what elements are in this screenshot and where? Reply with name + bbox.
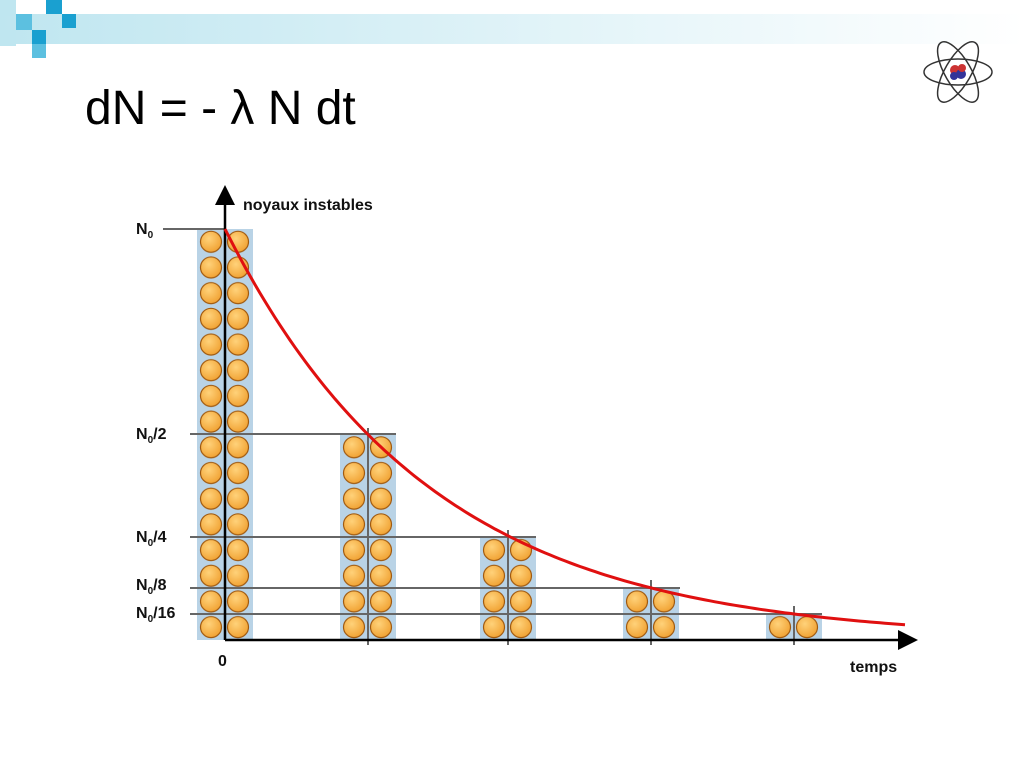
slide-title: dN = - λ N dt — [85, 82, 356, 135]
level-label-subscript: 0 — [148, 586, 154, 597]
level-label-subscript: 0 — [148, 230, 154, 241]
level-label: N0/8 — [136, 577, 167, 597]
level-label-symbol: N — [136, 221, 148, 238]
level-label-symbol: N — [136, 605, 148, 622]
level-label: N0/4 — [136, 529, 167, 549]
guide-lines — [163, 228, 822, 645]
y-axis-label: noyaux instables — [243, 197, 373, 214]
level-label-subscript: 0 — [148, 538, 154, 549]
x-axis-label: temps — [850, 659, 897, 676]
level-label-subscript: 0 — [148, 614, 154, 625]
level-label: N0/16 — [136, 605, 175, 625]
level-label-symbol: N — [136, 426, 148, 443]
level-label: N0/2 — [136, 426, 167, 446]
level-label-symbol: N — [136, 577, 148, 594]
origin-label: 0 — [218, 653, 227, 670]
level-label-symbol: N — [136, 529, 148, 546]
level-label-suffix: /4 — [153, 529, 166, 546]
level-label: N0 — [136, 221, 154, 241]
level-label-subscript: 0 — [148, 435, 154, 446]
level-label-suffix: /2 — [153, 426, 166, 443]
axes — [215, 185, 918, 650]
header-decoration — [0, 0, 1024, 58]
level-label-suffix: /8 — [153, 577, 166, 594]
decay-curve — [223, 228, 906, 627]
level-label-suffix: /16 — [153, 605, 175, 622]
atom-icon — [923, 41, 993, 103]
